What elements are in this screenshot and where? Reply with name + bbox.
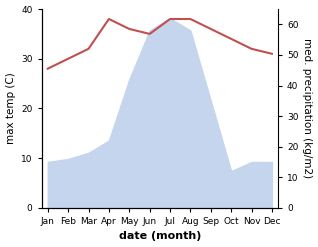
Y-axis label: med. precipitation (kg/m2): med. precipitation (kg/m2)	[302, 38, 313, 179]
X-axis label: date (month): date (month)	[119, 231, 201, 242]
Y-axis label: max temp (C): max temp (C)	[5, 73, 16, 144]
